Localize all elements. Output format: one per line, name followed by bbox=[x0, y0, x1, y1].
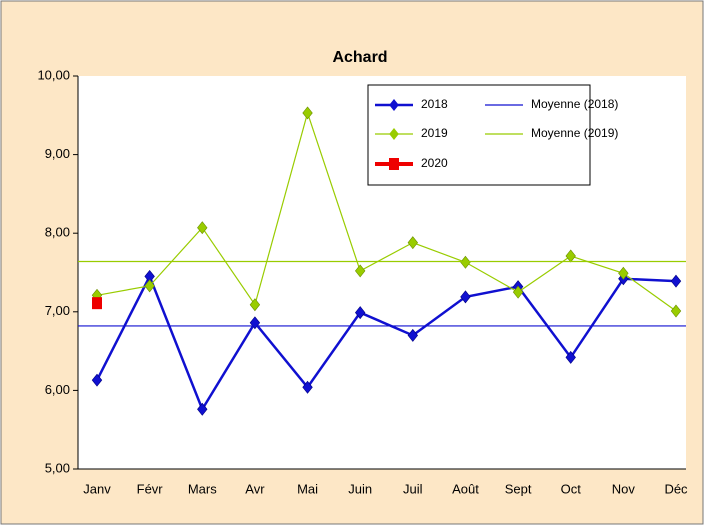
marker bbox=[144, 279, 155, 293]
x-tick-label: Nov bbox=[612, 481, 636, 496]
marker bbox=[460, 255, 471, 269]
chart-title: Achard bbox=[332, 49, 387, 66]
marker bbox=[354, 264, 366, 278]
marker bbox=[354, 306, 366, 320]
y-tick-label: 6,00 bbox=[45, 382, 70, 397]
marker bbox=[197, 402, 208, 416]
marker bbox=[512, 285, 524, 299]
x-tick-label: Févr bbox=[137, 481, 164, 496]
x-tick-label: Août bbox=[452, 481, 479, 496]
y-tick-label: 9,00 bbox=[45, 146, 70, 161]
legend-marker bbox=[389, 158, 399, 170]
marker bbox=[618, 266, 629, 280]
x-tick-label: Avr bbox=[245, 481, 265, 496]
x-tick-label: Juil bbox=[403, 481, 423, 496]
legend-label: 2020 bbox=[421, 156, 448, 170]
legend-label: Moyenne (2018) bbox=[531, 97, 618, 111]
x-tick-label: Mars bbox=[188, 481, 217, 496]
legend-marker bbox=[389, 99, 399, 111]
marker bbox=[670, 274, 682, 288]
marker bbox=[249, 298, 261, 312]
y-tick-label: 7,00 bbox=[45, 303, 70, 318]
x-tick-label: Sept bbox=[505, 481, 532, 496]
x-tick-label: Juin bbox=[348, 481, 372, 496]
y-tick-label: 10,00 bbox=[37, 67, 70, 82]
legend bbox=[367, 84, 591, 186]
legend-marker bbox=[389, 128, 399, 140]
marker bbox=[302, 380, 313, 394]
x-tick-label: Mai bbox=[297, 481, 318, 496]
marker bbox=[91, 373, 103, 387]
x-tick-label: Janv bbox=[83, 481, 111, 496]
marker bbox=[565, 350, 576, 364]
y-tick-label: 5,00 bbox=[45, 460, 70, 475]
legend-label: Moyenne (2019) bbox=[531, 126, 618, 140]
marker bbox=[92, 297, 102, 310]
series-line bbox=[96, 110, 677, 312]
legend-label: 2018 bbox=[421, 97, 448, 111]
marker bbox=[197, 221, 208, 235]
marker bbox=[670, 304, 682, 318]
legend-label: 2019 bbox=[421, 126, 448, 140]
marker bbox=[407, 328, 419, 342]
x-tick-label: Déc bbox=[664, 481, 688, 496]
y-tick-label: 8,00 bbox=[45, 225, 70, 240]
marker bbox=[407, 236, 419, 250]
series-line bbox=[95, 273, 677, 413]
marker bbox=[460, 290, 471, 304]
marker bbox=[302, 106, 313, 120]
x-tick-label: Oct bbox=[561, 481, 582, 496]
